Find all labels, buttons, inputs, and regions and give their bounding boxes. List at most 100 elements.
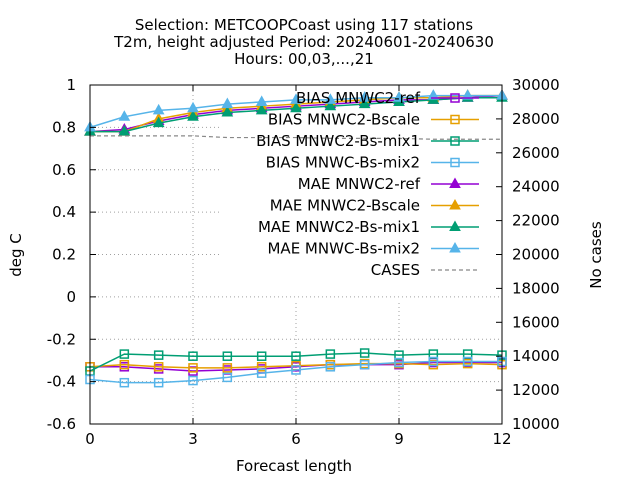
legend-item: MAE MNWC-Bs-mix2	[267, 240, 479, 258]
y2-tick-label: 16000	[512, 313, 560, 331]
data-point	[359, 359, 370, 370]
axis-ticks: 0 3 6 9 12 -0.6 -0.4 -0.2 0 0.2 0.4 0.6 0.8 1 10000 120…	[47, 76, 560, 448]
data-point	[290, 93, 302, 104]
legend-label: BIAS MNWC-Bs-mix2	[266, 154, 420, 172]
data-point	[221, 97, 234, 109]
y-tick-label: 0.8	[52, 118, 76, 136]
legend: BIAS MNWC2-ref BIAS MNWC2-Bscale BIAS MNWC…	[256, 89, 479, 279]
data-point	[358, 91, 371, 102]
title-line: Hours: 00,03,...,21	[234, 50, 374, 68]
y-tick-label: 0	[66, 288, 76, 306]
data-point	[256, 368, 267, 378]
data-point	[222, 363, 233, 373]
series-line	[90, 361, 502, 372]
legend-label: MAE MNWC2-Bs-mix1	[258, 218, 420, 236]
y-tick-label: -0.6	[47, 415, 76, 433]
legend-item: BIAS MNWC2-ref	[296, 89, 479, 107]
legend-item: MAE MNWC2-Bscale	[270, 197, 479, 215]
y-axis-label: deg C	[7, 233, 25, 277]
data-point	[188, 363, 198, 373]
data-point	[188, 375, 198, 386]
legend-label: BIAS MNWC2-Bscale	[268, 111, 420, 129]
title-line: T2m, height adjusted Period: 20240601-20…	[113, 33, 494, 51]
data-point	[394, 357, 404, 368]
data-point	[153, 377, 164, 388]
legend-label: CASES	[371, 261, 420, 279]
x-tick-label: 6	[291, 430, 301, 448]
legend-item: CASES	[371, 261, 479, 279]
y-tick-label: 0.6	[52, 161, 76, 179]
y-tick-label: -0.2	[47, 330, 76, 348]
legend-label: MAE MNWC2-Bscale	[270, 197, 420, 215]
title-line: Selection: METCOOPCoast using 117 statio…	[135, 16, 473, 34]
data-point	[255, 95, 268, 106]
legend-item: MAE MNWC2-ref	[298, 175, 479, 193]
y2-tick-label: 14000	[512, 347, 560, 365]
legend-item: BIAS MNWC2-Bscale	[268, 111, 479, 129]
data-point	[152, 116, 165, 128]
data-point	[358, 97, 371, 109]
data-point	[324, 99, 337, 111]
legend-item: MAE MNWC2-Bs-mix1	[258, 218, 479, 236]
data-point	[187, 110, 199, 121]
data-point	[290, 101, 302, 113]
y2-tick-label: 30000	[512, 76, 560, 94]
y-tick-label: 0.2	[52, 246, 76, 264]
legend-label: BIAS MNWC2-ref	[296, 89, 421, 107]
y2-tick-label: 18000	[512, 279, 560, 297]
data-point	[359, 348, 370, 358]
data-point	[461, 89, 474, 100]
y-tick-label: -0.4	[47, 373, 76, 391]
data-point	[291, 365, 301, 375]
data-point	[119, 359, 130, 370]
data-point	[428, 356, 439, 367]
data-point	[255, 103, 268, 115]
data-point	[256, 351, 267, 361]
data-point	[256, 362, 267, 372]
data-point	[291, 351, 301, 361]
x-axis-label: Forecast length	[236, 457, 352, 475]
y2-tick-label: 26000	[512, 144, 560, 162]
series-cases	[90, 135, 502, 140]
y2-tick-label: 22000	[512, 212, 560, 230]
data-point	[325, 362, 336, 372]
series-bias-mnwc-bs-mix2	[85, 356, 507, 388]
data-point	[221, 106, 234, 117]
data-point	[449, 177, 461, 188]
data-point	[222, 372, 233, 383]
data-point	[450, 157, 460, 168]
legend-item: BIAS MNWC2-Bs-mix1	[256, 132, 479, 150]
data-point	[153, 362, 164, 372]
data-point	[449, 220, 461, 231]
data-point	[152, 103, 165, 115]
data-point	[450, 136, 460, 146]
data-point	[118, 125, 131, 136]
data-point	[450, 93, 460, 103]
y2-tick-label: 28000	[512, 110, 560, 128]
y-tick-label: 1	[66, 76, 76, 94]
data-point	[325, 349, 336, 359]
series-line	[90, 135, 502, 140]
data-point	[188, 351, 198, 361]
x-tick-label: 12	[492, 430, 511, 448]
y2-axis-label: No cases	[587, 221, 605, 289]
data-point	[222, 351, 233, 361]
x-tick-label: 0	[85, 430, 95, 448]
series-mae-mnwc-bs-mix2	[84, 89, 508, 132]
y2-tick-label: 20000	[512, 246, 560, 264]
legend-label: MAE MNWC2-ref	[298, 175, 421, 193]
legend-label: MAE MNWC-Bs-mix2	[267, 240, 420, 258]
data-point	[449, 198, 461, 210]
data-point	[393, 91, 405, 102]
y2-tick-label: 24000	[512, 178, 560, 196]
data-point	[119, 377, 130, 388]
x-tick-label: 3	[188, 430, 198, 448]
series-line	[89, 360, 502, 384]
data-point	[153, 350, 164, 360]
legend-label: BIAS MNWC2-Bs-mix1	[256, 132, 420, 150]
data-point	[449, 241, 461, 253]
y2-tick-label: 10000	[512, 415, 560, 433]
y-tick-label: 0.4	[52, 203, 76, 221]
legend-item: BIAS MNWC-Bs-mix2	[266, 154, 479, 172]
